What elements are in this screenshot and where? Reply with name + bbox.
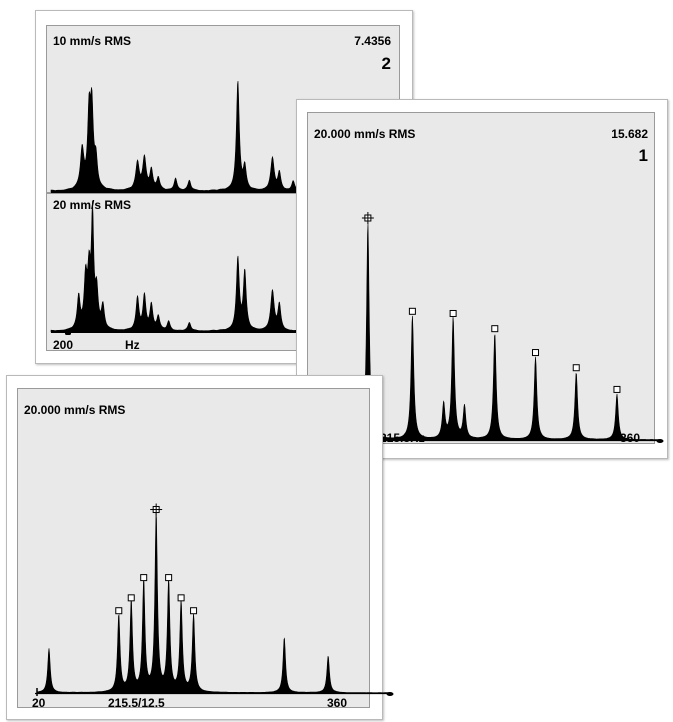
axis-end-marker xyxy=(386,692,394,696)
spectrum-window-1: 20.000 mm/s RMS 15.682 1 20 215.5Hz 360 xyxy=(296,99,668,459)
peak-marker xyxy=(140,574,148,582)
spectrum-trace xyxy=(35,503,394,696)
axis-end-marker xyxy=(656,439,664,443)
peak-marker xyxy=(491,325,499,333)
value-readout: 15.682 xyxy=(611,127,648,141)
peak-marker xyxy=(177,594,185,602)
peak-marker xyxy=(408,307,416,315)
peak-marker xyxy=(165,574,173,582)
spectrum-area xyxy=(36,512,391,694)
peak-marker xyxy=(449,309,457,317)
cursor-frequency-label: 215.5/12.5 xyxy=(108,696,165,710)
x-axis-unit-label: Hz xyxy=(125,338,140,352)
x-axis-max-label: 360 xyxy=(326,696,347,710)
peak-marker xyxy=(127,594,135,602)
scale-label: 10 mm/s RMS xyxy=(53,34,132,48)
cursor-frequency-label: 215.5Hz xyxy=(380,431,425,445)
spectrum-window-3: 20.000 mm/s RMS 20 215.5/12.5 360 xyxy=(6,375,394,720)
x-axis-min-label: 20 xyxy=(32,696,46,710)
spectrum-plot: 20.000 mm/s RMS 20 215.5/12.5 360 xyxy=(17,388,394,710)
panel-number: 1 xyxy=(638,146,648,165)
x-axis-start-label: 200 xyxy=(53,338,74,352)
peak-marker xyxy=(115,607,123,615)
peak-marker xyxy=(190,607,198,615)
cursor-marker xyxy=(150,503,163,516)
axis-marker xyxy=(65,331,71,335)
value-readout: 7.4356 xyxy=(354,34,391,48)
scale-label: 20.000 mm/s RMS xyxy=(314,127,416,141)
peak-marker xyxy=(572,364,580,372)
peak-marker xyxy=(613,385,621,393)
panel-number: 2 xyxy=(381,54,391,73)
cursor-marker xyxy=(361,212,374,224)
x-axis-max-label: 360 xyxy=(619,431,640,445)
peak-marker xyxy=(532,349,540,357)
scale-label: 20.000 mm/s RMS xyxy=(24,403,126,417)
